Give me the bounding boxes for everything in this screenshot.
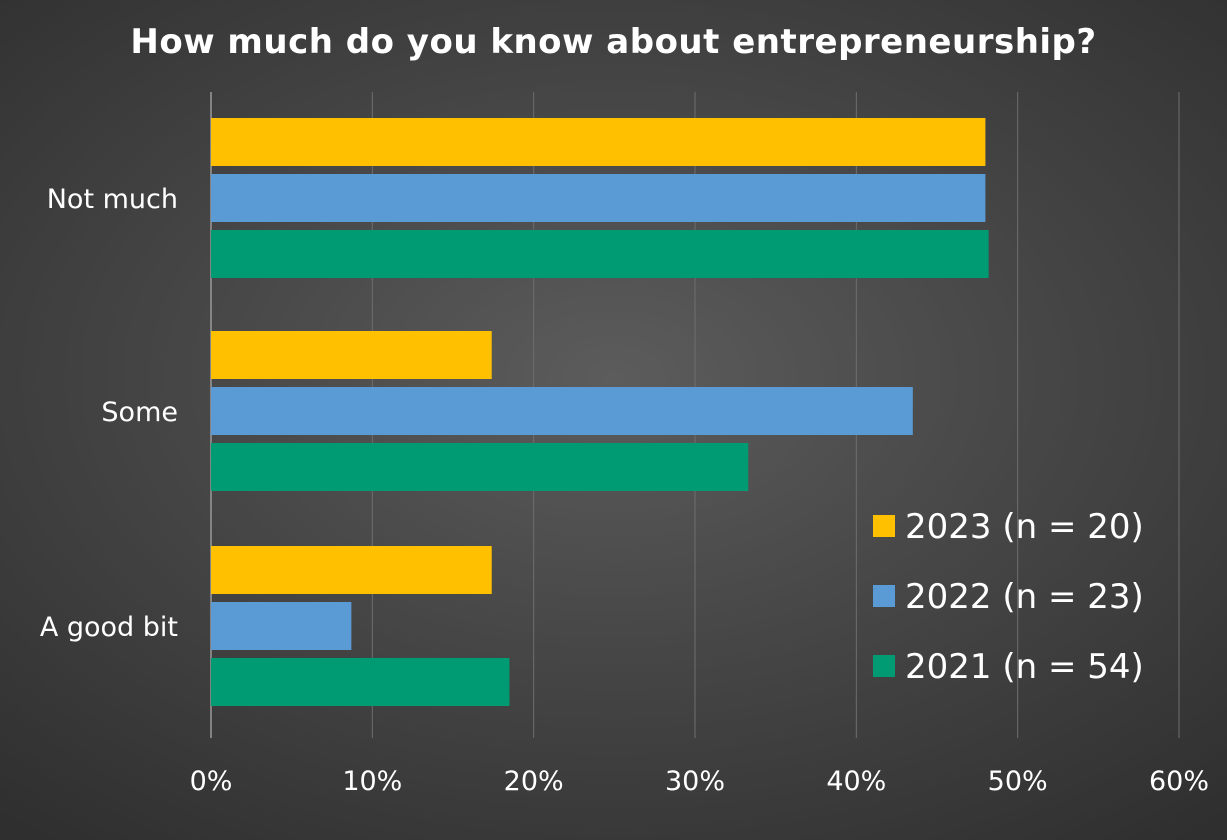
bar-a-good-bit-2021	[211, 658, 510, 706]
legend-item: 2022 (n = 23)	[873, 577, 1144, 617]
x-tick-label: 20%	[504, 766, 564, 797]
x-tick-label: 10%	[342, 766, 402, 797]
legend-label: 2022 (n = 23)	[905, 577, 1144, 617]
category-labels: Not much Some A good bit	[40, 184, 178, 643]
bar-not-much-2021	[211, 230, 989, 278]
x-tick-label: 50%	[988, 766, 1048, 797]
bars	[211, 118, 989, 706]
chart-title: How much do you know about entrepreneurs…	[130, 22, 1097, 62]
x-tick-label: 30%	[665, 766, 725, 797]
x-tick-label: 60%	[1149, 766, 1209, 797]
bar-a-good-bit-2022	[211, 602, 352, 650]
x-tick-labels: 0% 10% 20% 30% 40% 50% 60%	[190, 766, 1209, 797]
legend-item: 2023 (n = 20)	[873, 507, 1144, 547]
bar-some-2023	[211, 331, 492, 379]
legend-label: 2023 (n = 20)	[905, 507, 1144, 547]
category-label: Not much	[47, 184, 178, 215]
bar-not-much-2022	[211, 174, 986, 222]
category-label: Some	[101, 397, 178, 428]
x-tick-label: 40%	[826, 766, 886, 797]
bar-some-2022	[211, 387, 913, 435]
legend-swatch	[873, 585, 895, 607]
legend-label: 2021 (n = 54)	[905, 647, 1144, 687]
bar-a-good-bit-2023	[211, 546, 492, 594]
legend-item: 2021 (n = 54)	[873, 647, 1144, 687]
legend-swatch	[873, 515, 895, 537]
x-tick-label: 0%	[190, 766, 233, 797]
bar-some-2021	[211, 443, 749, 491]
bar-not-much-2023	[211, 118, 986, 166]
category-label: A good bit	[40, 612, 178, 643]
legend-swatch	[873, 655, 895, 677]
legend: 2023 (n = 20) 2022 (n = 23) 2021 (n = 54)	[873, 507, 1144, 687]
